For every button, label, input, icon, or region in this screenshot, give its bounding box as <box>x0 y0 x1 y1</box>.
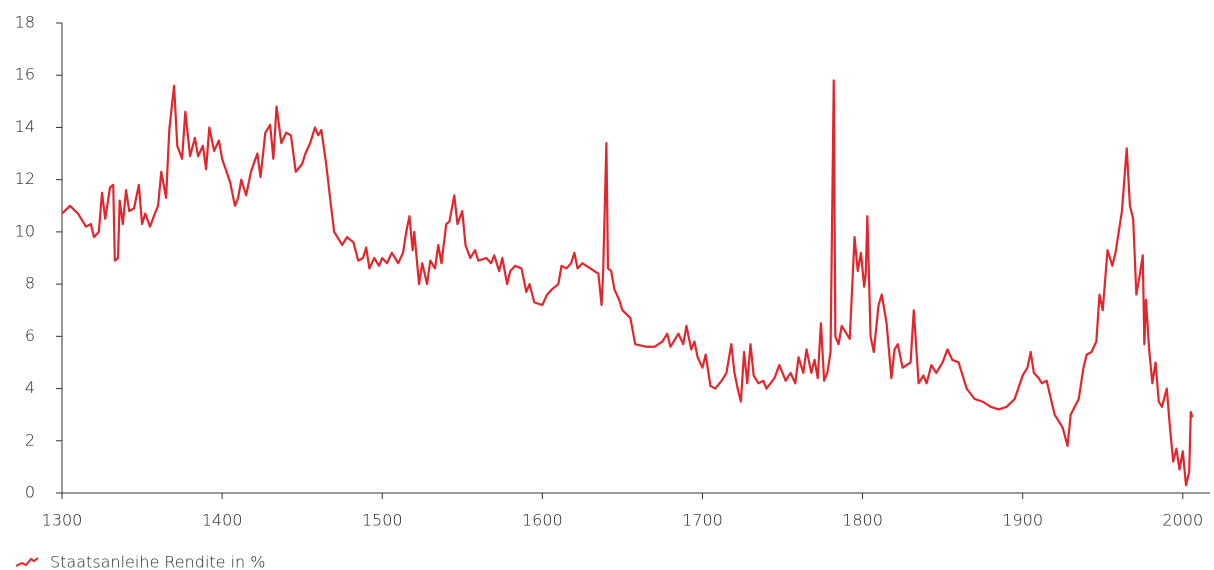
x-tick-label: 2000 <box>1162 511 1203 530</box>
y-tick-label: 10 <box>15 221 35 240</box>
legend-icon <box>15 557 39 567</box>
data-line <box>61 79 1194 487</box>
x-tick-label: 1300 <box>42 511 83 530</box>
x-tick-label: 1700 <box>682 511 723 530</box>
y-tick-label: 4 <box>25 378 35 397</box>
legend-label: Staatsanleihe Rendite in % <box>50 553 265 570</box>
x-tick-label: 1500 <box>362 511 403 530</box>
y-tick-label: 12 <box>15 169 35 188</box>
y-tick-label: 8 <box>25 274 35 293</box>
y-tick-label: 16 <box>15 65 35 84</box>
x-tick-label: 1400 <box>202 511 243 530</box>
y-tick-label: 2 <box>25 430 35 449</box>
x-tick-label: 1800 <box>842 511 883 530</box>
y-tick-label: 6 <box>25 326 35 345</box>
x-tick-label: 1900 <box>1002 511 1043 530</box>
x-tick-label: 1600 <box>522 511 563 530</box>
y-tick-label: 18 <box>15 13 35 32</box>
y-tick-label: 14 <box>15 117 35 136</box>
y-tick-label: 0 <box>25 483 35 502</box>
